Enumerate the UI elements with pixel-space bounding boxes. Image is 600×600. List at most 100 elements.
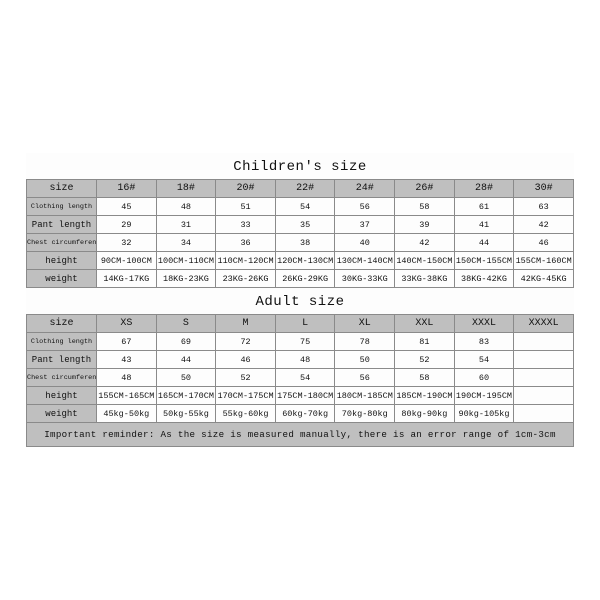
col-header: size — [27, 180, 97, 198]
row-label: weight — [27, 270, 97, 288]
cell: 41 — [454, 216, 514, 234]
cell: 42 — [514, 216, 574, 234]
col-header: 28# — [454, 180, 514, 198]
cell: 33KG-38KG — [395, 270, 455, 288]
row-label: weight — [27, 405, 97, 423]
col-header: 30# — [514, 180, 574, 198]
adult-title: Adult size — [26, 288, 574, 314]
cell: 40 — [335, 234, 395, 252]
cell — [514, 333, 574, 351]
cell: 75 — [275, 333, 335, 351]
cell: 150CM-155CM — [454, 252, 514, 270]
cell: 45 — [97, 198, 157, 216]
row-label: Clothing length — [27, 333, 97, 351]
cell: 51 — [216, 198, 276, 216]
cell — [514, 387, 574, 405]
table-row: height 90CM-100CM 100CM-110CM 110CM-120C… — [27, 252, 574, 270]
size-chart: { "children": { "title": "Children's siz… — [26, 153, 574, 447]
reminder-note: Important reminder: As the size is measu… — [26, 423, 574, 447]
cell: 56 — [335, 198, 395, 216]
cell: 140CM-150CM — [395, 252, 455, 270]
cell: 165CM-170CM — [156, 387, 216, 405]
table-row: weight 45kg-50kg 50kg-55kg 55kg-60kg 60k… — [27, 405, 574, 423]
cell: 38 — [275, 234, 335, 252]
cell: 56 — [335, 369, 395, 387]
cell: 61 — [454, 198, 514, 216]
cell: 155CM-160CM — [514, 252, 574, 270]
row-label: Pant length — [27, 351, 97, 369]
cell: 72 — [216, 333, 276, 351]
col-header: L — [275, 315, 335, 333]
cell: 35 — [275, 216, 335, 234]
cell: 44 — [454, 234, 514, 252]
cell: 46 — [514, 234, 574, 252]
col-header: XS — [97, 315, 157, 333]
row-label: Chest circumference 1/2 — [27, 369, 97, 387]
cell: 34 — [156, 234, 216, 252]
col-header: S — [156, 315, 216, 333]
cell: 48 — [97, 369, 157, 387]
row-label: Clothing length — [27, 198, 97, 216]
cell: 54 — [275, 198, 335, 216]
adult-header-row: size XS S M L XL XXL XXXL XXXXL — [27, 315, 574, 333]
cell: 54 — [275, 369, 335, 387]
row-label: Chest circumference 1/2 — [27, 234, 97, 252]
cell: 44 — [156, 351, 216, 369]
cell — [514, 351, 574, 369]
children-header-row: size 16# 18# 20# 22# 24# 26# 28# 30# — [27, 180, 574, 198]
children-table: size 16# 18# 20# 22# 24# 26# 28# 30# Clo… — [26, 179, 574, 288]
cell: 180CM-185CM — [335, 387, 395, 405]
cell: 50 — [335, 351, 395, 369]
cell: 60kg-70kg — [275, 405, 335, 423]
col-header: XXXL — [454, 315, 514, 333]
cell: 60 — [454, 369, 514, 387]
col-header: 16# — [97, 180, 157, 198]
cell: 90CM-100CM — [97, 252, 157, 270]
cell: 46 — [216, 351, 276, 369]
cell: 29 — [97, 216, 157, 234]
row-label: height — [27, 252, 97, 270]
cell: 42 — [395, 234, 455, 252]
cell: 52 — [216, 369, 276, 387]
col-header: XXXXL — [514, 315, 574, 333]
table-row: Pant length 29 31 33 35 37 39 41 42 — [27, 216, 574, 234]
cell: 58 — [395, 198, 455, 216]
cell: 37 — [335, 216, 395, 234]
cell: 48 — [275, 351, 335, 369]
cell: 110CM-120CM — [216, 252, 276, 270]
table-row: weight 14KG-17KG 18KG-23KG 23KG-26KG 26K… — [27, 270, 574, 288]
table-row: Clothing length 45 48 51 54 56 58 61 63 — [27, 198, 574, 216]
row-label: Pant length — [27, 216, 97, 234]
col-header: 24# — [335, 180, 395, 198]
cell: 58 — [395, 369, 455, 387]
cell — [514, 405, 574, 423]
cell: 175CM-180CM — [275, 387, 335, 405]
table-row: Pant length 43 44 46 48 50 52 54 — [27, 351, 574, 369]
cell: 33 — [216, 216, 276, 234]
cell: 100CM-110CM — [156, 252, 216, 270]
cell: 31 — [156, 216, 216, 234]
children-title: Children's size — [26, 153, 574, 179]
table-row: Chest circumference 1/2 48 50 52 54 56 5… — [27, 369, 574, 387]
cell: 170CM-175CM — [216, 387, 276, 405]
cell: 69 — [156, 333, 216, 351]
col-header: 22# — [275, 180, 335, 198]
cell: 50 — [156, 369, 216, 387]
cell: 54 — [454, 351, 514, 369]
col-header: 26# — [395, 180, 455, 198]
cell: 50kg-55kg — [156, 405, 216, 423]
cell: 185CM-190CM — [395, 387, 455, 405]
col-header: 20# — [216, 180, 276, 198]
col-header: 18# — [156, 180, 216, 198]
cell: 83 — [454, 333, 514, 351]
cell: 55kg-60kg — [216, 405, 276, 423]
cell: 30KG-33KG — [335, 270, 395, 288]
cell: 36 — [216, 234, 276, 252]
table-row: Clothing length 67 69 72 75 78 81 83 — [27, 333, 574, 351]
cell — [514, 369, 574, 387]
row-label: height — [27, 387, 97, 405]
table-row: Chest circumference 1/2 32 34 36 38 40 4… — [27, 234, 574, 252]
table-row: height 155CM-165CM 165CM-170CM 170CM-175… — [27, 387, 574, 405]
cell: 39 — [395, 216, 455, 234]
cell: 52 — [395, 351, 455, 369]
